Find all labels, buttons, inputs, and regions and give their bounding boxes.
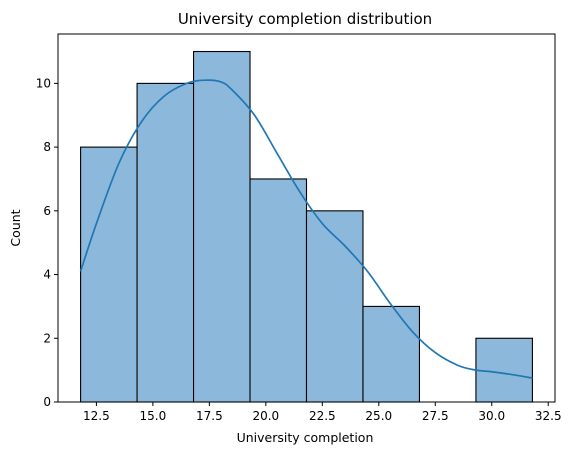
plot-frame — [57, 33, 556, 403]
kde-line — [79, 79, 533, 379]
y-tick-label: 6 — [43, 204, 51, 218]
histogram-bar — [249, 178, 308, 403]
x-tick-label: 30.0 — [478, 409, 505, 423]
y-tick-label: 10 — [36, 76, 51, 90]
histogram-bar — [305, 210, 364, 403]
x-tick-label: 12.5 — [83, 409, 110, 423]
histogram-bar — [475, 337, 533, 403]
x-tick-label: 22.5 — [309, 409, 336, 423]
x-axis-label: University completion — [237, 430, 374, 445]
histogram-bars — [80, 50, 533, 403]
histogram-bar — [192, 50, 251, 403]
histogram-bar — [136, 82, 195, 403]
y-tick-label: 8 — [43, 140, 51, 154]
y-axis-label: Count — [8, 209, 23, 246]
chart-title: University completion distribution — [178, 10, 432, 28]
y-tick-label: 0 — [43, 395, 51, 409]
y-tick-label: 4 — [43, 268, 51, 282]
y-axis-ticks: 0 2 4 6 8 10 — [36, 76, 58, 409]
x-tick-label: 15.0 — [140, 409, 167, 423]
x-axis-ticks: 12.5 15.0 17.5 20.0 22.5 25.0 27.5 30.0 32.5 — [83, 402, 562, 423]
y-tick-label: 2 — [43, 331, 51, 345]
x-tick-label: 17.5 — [196, 409, 223, 423]
histogram-bar — [362, 305, 421, 403]
histogram-bar — [80, 146, 138, 403]
x-tick-label: 32.5 — [535, 409, 562, 423]
x-tick-label: 27.5 — [422, 409, 449, 423]
x-tick-label: 20.0 — [252, 409, 279, 423]
x-tick-label: 25.0 — [365, 409, 392, 423]
